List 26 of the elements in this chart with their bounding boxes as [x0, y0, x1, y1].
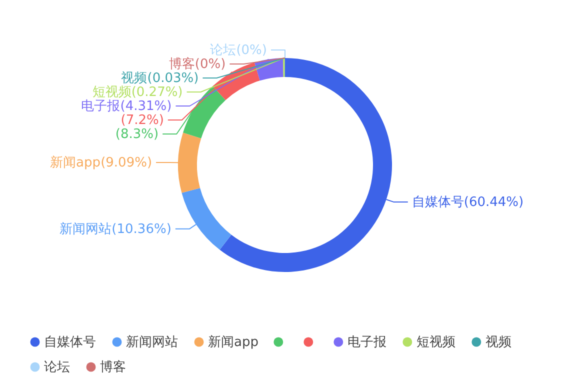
legend-label: 视频 [485, 335, 512, 350]
text: (0%) [236, 43, 267, 58]
text: (0%) [194, 57, 226, 72]
legend-label: 论坛 [44, 360, 70, 375]
legend-label: 博客 [100, 359, 126, 375]
slice-label: 新闻网站 [60, 222, 112, 237]
data-label: (60.44%) [464, 195, 524, 210]
category-label: 论坛 [210, 43, 236, 58]
data-label: (10.36%) [112, 222, 172, 237]
slice-label: 视频 [121, 71, 148, 86]
slice-label: 新闻app [50, 156, 101, 171]
data-label: (0.03%) [147, 71, 199, 86]
category-label: 博客 [168, 57, 195, 72]
data-label: (9.09%) [100, 156, 152, 171]
legend-label: 自媒体号 [44, 335, 96, 350]
slice-label: 电子报 [81, 99, 120, 114]
slice-label: 短视频 [92, 85, 132, 100]
legend-label: 新闻网站 [126, 335, 178, 350]
data-label: (4.31%) [120, 99, 172, 114]
legend-label: 新闻app [208, 335, 258, 350]
data-label: (0.27%) [131, 85, 183, 100]
data-label: (7.2%) [120, 113, 164, 128]
legend-label: 短视频 [416, 335, 456, 350]
legend-label: 电子报 [347, 335, 386, 350]
data-label: (8.3%) [115, 127, 159, 142]
slice-label: 自媒体号 [412, 195, 464, 210]
